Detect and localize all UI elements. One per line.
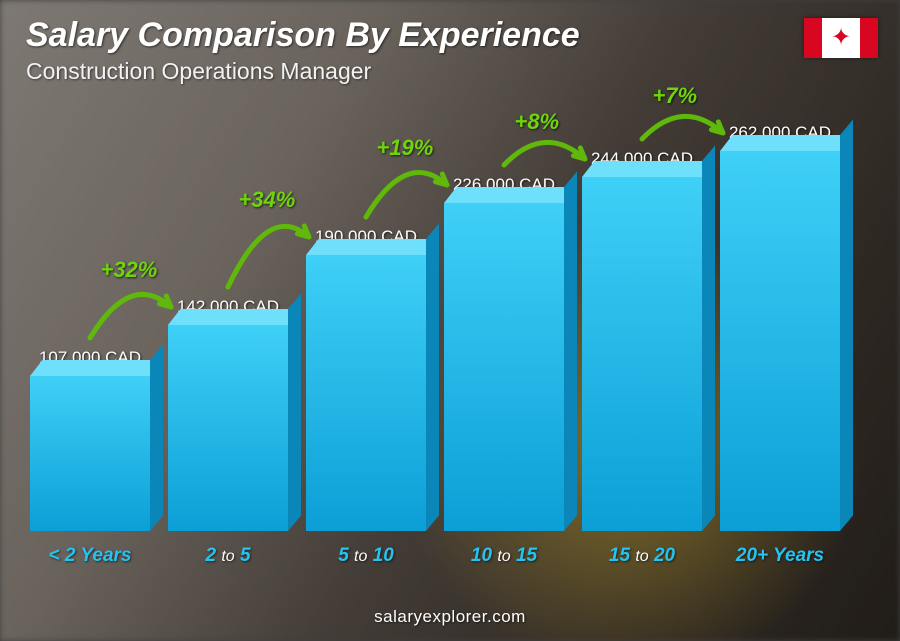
page-subtitle: Construction Operations Manager	[26, 58, 371, 85]
bar-chart: 107,000 CAD142,000 CAD190,000 CAD226,000…	[30, 120, 840, 561]
increase-label: +7%	[652, 83, 697, 109]
x-axis-label: 5 to 10	[306, 545, 426, 567]
bar-top-face	[582, 161, 715, 177]
bar-wrap: 226,000 CAD	[444, 175, 564, 531]
bar-side-face	[840, 120, 853, 531]
bar-front-face	[444, 203, 564, 531]
x-axis-labels: < 2 Years 2 to 5 5 to 10 10 to 15 15 to 20 20…	[30, 545, 840, 567]
bar-wrap: 190,000 CAD	[306, 227, 426, 531]
country-flag: ✦	[804, 18, 878, 58]
bar-top-face	[444, 187, 577, 203]
bar-side-face	[426, 224, 439, 531]
bar-front-face	[306, 255, 426, 531]
x-axis-label: 10 to 15	[444, 545, 564, 567]
bar	[444, 203, 564, 531]
maple-leaf-icon: ✦	[831, 26, 851, 50]
bar-front-face	[168, 325, 288, 531]
bar	[306, 255, 426, 531]
bar-top-face	[168, 309, 301, 325]
bar	[168, 325, 288, 531]
bar-front-face	[30, 376, 150, 531]
bar-wrap: 142,000 CAD	[168, 297, 288, 531]
x-axis-label: 2 to 5	[168, 545, 288, 567]
bar-side-face	[150, 345, 163, 531]
bar-top-face	[720, 135, 853, 151]
bar	[720, 151, 840, 531]
increase-label: +34%	[238, 187, 295, 213]
increase-label: +32%	[100, 257, 157, 283]
bar-side-face	[288, 294, 301, 531]
x-axis-label: 15 to 20	[582, 545, 702, 567]
footer-credit: salaryexplorer.com	[0, 607, 900, 627]
flag-center: ✦	[822, 18, 860, 58]
bar-wrap: 107,000 CAD	[30, 348, 150, 531]
flag-left-bar	[804, 18, 822, 58]
bar-front-face	[582, 177, 702, 531]
bar-top-face	[30, 360, 163, 376]
bar-wrap: 244,000 CAD	[582, 149, 702, 531]
bar-top-face	[306, 239, 439, 255]
x-axis-label: 20+ Years	[720, 545, 840, 567]
bar-front-face	[720, 151, 840, 531]
bars-container: 107,000 CAD142,000 CAD190,000 CAD226,000…	[30, 120, 840, 531]
infographic-container: Salary Comparison By Experience Construc…	[0, 0, 900, 641]
bar-side-face	[564, 172, 577, 531]
page-title: Salary Comparison By Experience	[26, 16, 580, 55]
bar	[582, 177, 702, 531]
bar-wrap: 262,000 CAD	[720, 123, 840, 531]
bar	[30, 376, 150, 531]
increase-label: +8%	[514, 109, 559, 135]
bar-side-face	[702, 146, 715, 531]
x-axis-label: < 2 Years	[30, 545, 150, 567]
increase-label: +19%	[376, 135, 433, 161]
flag-right-bar	[860, 18, 878, 58]
